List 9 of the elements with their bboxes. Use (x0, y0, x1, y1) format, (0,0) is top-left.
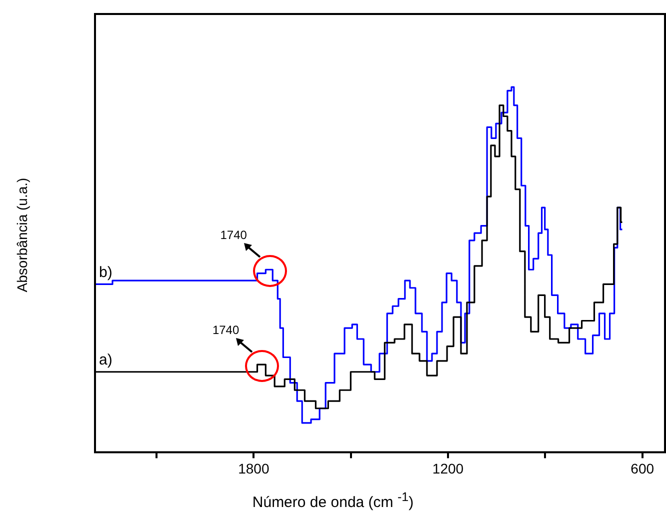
annotation: 1740 (212, 322, 240, 337)
x-tick-label: 600 (630, 460, 654, 476)
y-axis-title: Absorbância (u.a.) (14, 178, 30, 292)
x-tick-label: 1200 (432, 460, 464, 476)
x-tick-label: 1800 (238, 460, 270, 476)
annotation: 1740 (220, 228, 248, 242)
series-label: b) (99, 264, 112, 281)
x-axis-title: Número de onda (cm $^{-1}$) (251, 490, 415, 511)
series-label: a) (99, 352, 112, 369)
